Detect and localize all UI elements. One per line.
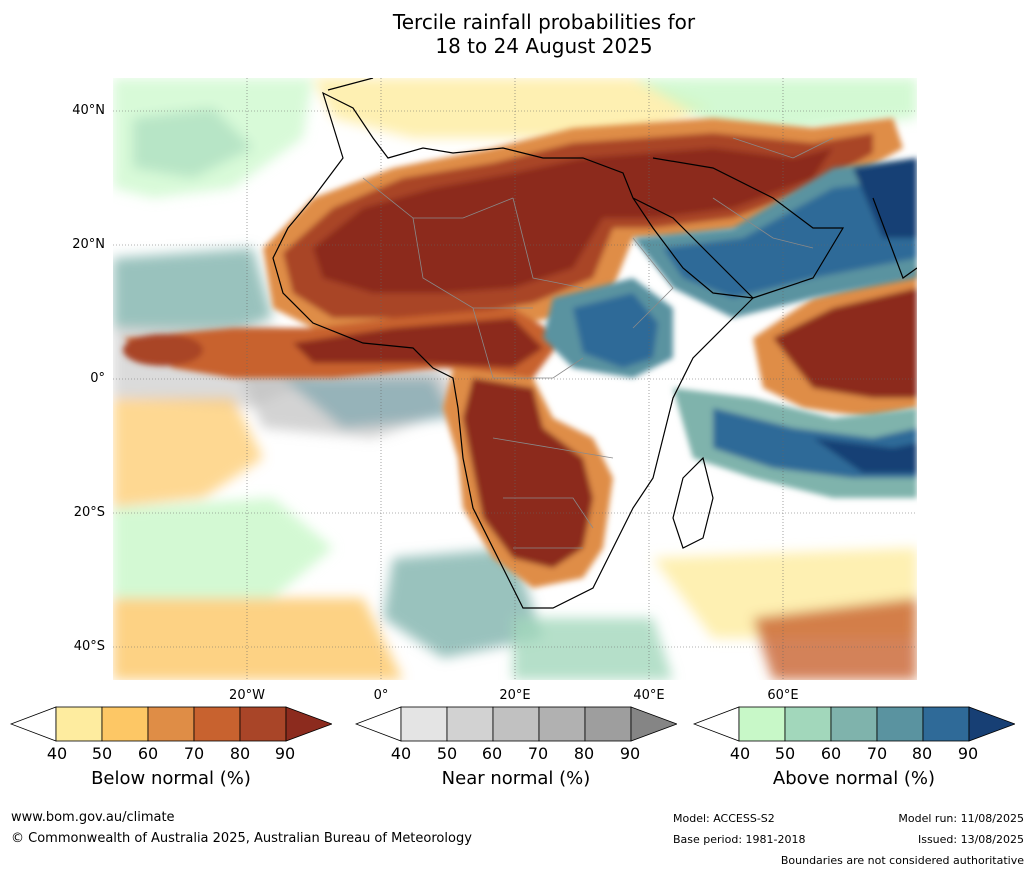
- model-run-info: Model run: 11/08/2025: [898, 812, 1024, 825]
- colorbar-swatch: [584, 706, 632, 742]
- colorbar-title-above: Above normal (%): [772, 768, 936, 789]
- website-link[interactable]: www.bom.gov.au/climate: [11, 810, 175, 825]
- rainfall-probability-map: [113, 78, 917, 680]
- tick-label: 90: [274, 744, 296, 763]
- colorbar-swatch: [101, 706, 149, 742]
- colorbar-swatch: [193, 706, 241, 742]
- tick-label: 70: [527, 744, 549, 763]
- lon-label-20e: 20°E: [499, 688, 531, 703]
- colorbar-high-extend: [285, 706, 332, 742]
- colorbar-swatch: [400, 706, 448, 742]
- lon-label-60e: 60°E: [767, 688, 799, 703]
- lon-label-40e: 40°E: [633, 688, 665, 703]
- tick-label: 60: [137, 744, 159, 763]
- map-title-line1: Tercile rainfall probabilities for: [392, 10, 696, 34]
- colorbar-above-normal: [693, 706, 1015, 742]
- model-info: Model: ACCESS-S2: [673, 812, 775, 825]
- colorbar-below-normal: [10, 706, 332, 742]
- colorbar-low-extend: [355, 706, 402, 742]
- lon-label-0: 0°: [373, 688, 389, 703]
- colorbar-swatch: [147, 706, 195, 742]
- tick-label: 60: [481, 744, 503, 763]
- lat-label-20n: 20°N: [72, 237, 105, 252]
- colorbar-swatch: [492, 706, 540, 742]
- tick-label: 40: [729, 744, 751, 763]
- colorbar-near-normal: [355, 706, 677, 742]
- colorbar-swatch: [738, 706, 786, 742]
- issued-info: Issued: 13/08/2025: [917, 833, 1024, 846]
- lat-label-40s: 40°S: [73, 639, 105, 654]
- tick-label: 50: [91, 744, 113, 763]
- tick-label: 70: [183, 744, 205, 763]
- colorbar-swatch: [538, 706, 586, 742]
- lon-label-20w: 20°W: [229, 688, 265, 703]
- colorbar-swatch: [55, 706, 103, 742]
- copyright-text: © Commonwealth of Australia 2025, Austra…: [11, 831, 472, 846]
- tick-label: 40: [390, 744, 412, 763]
- map-title-line2: 18 to 24 August 2025: [435, 34, 653, 58]
- colorbar-swatch: [784, 706, 832, 742]
- colorbar-high-extend: [968, 706, 1015, 742]
- tick-label: 90: [619, 744, 641, 763]
- lat-label-20s: 20°S: [73, 505, 105, 520]
- boundaries-disclaimer: Boundaries are not considered authoritat…: [780, 854, 1024, 867]
- tick-label: 80: [229, 744, 251, 763]
- colorbar-swatch: [239, 706, 287, 742]
- colorbar-low-extend: [10, 706, 57, 742]
- tick-label: 80: [573, 744, 595, 763]
- colorbar-title-below: Below normal (%): [91, 768, 251, 789]
- lat-label-40n: 40°N: [72, 103, 105, 118]
- colorbar-high-extend: [630, 706, 677, 742]
- tick-label: 70: [866, 744, 888, 763]
- colorbar-swatch: [830, 706, 878, 742]
- colorbar-swatch: [446, 706, 494, 742]
- colorbar-swatch: [922, 706, 970, 742]
- tick-label: 50: [774, 744, 796, 763]
- tick-label: 40: [46, 744, 68, 763]
- colorbar-swatch: [876, 706, 924, 742]
- tick-label: 90: [957, 744, 979, 763]
- lat-label-equator: 0°: [90, 371, 105, 386]
- base-period-info: Base period: 1981-2018: [673, 833, 806, 846]
- colorbar-title-near: Near normal (%): [441, 768, 591, 789]
- colorbar-low-extend: [693, 706, 740, 742]
- tick-label: 50: [436, 744, 458, 763]
- tick-label: 60: [820, 744, 842, 763]
- tick-label: 80: [911, 744, 933, 763]
